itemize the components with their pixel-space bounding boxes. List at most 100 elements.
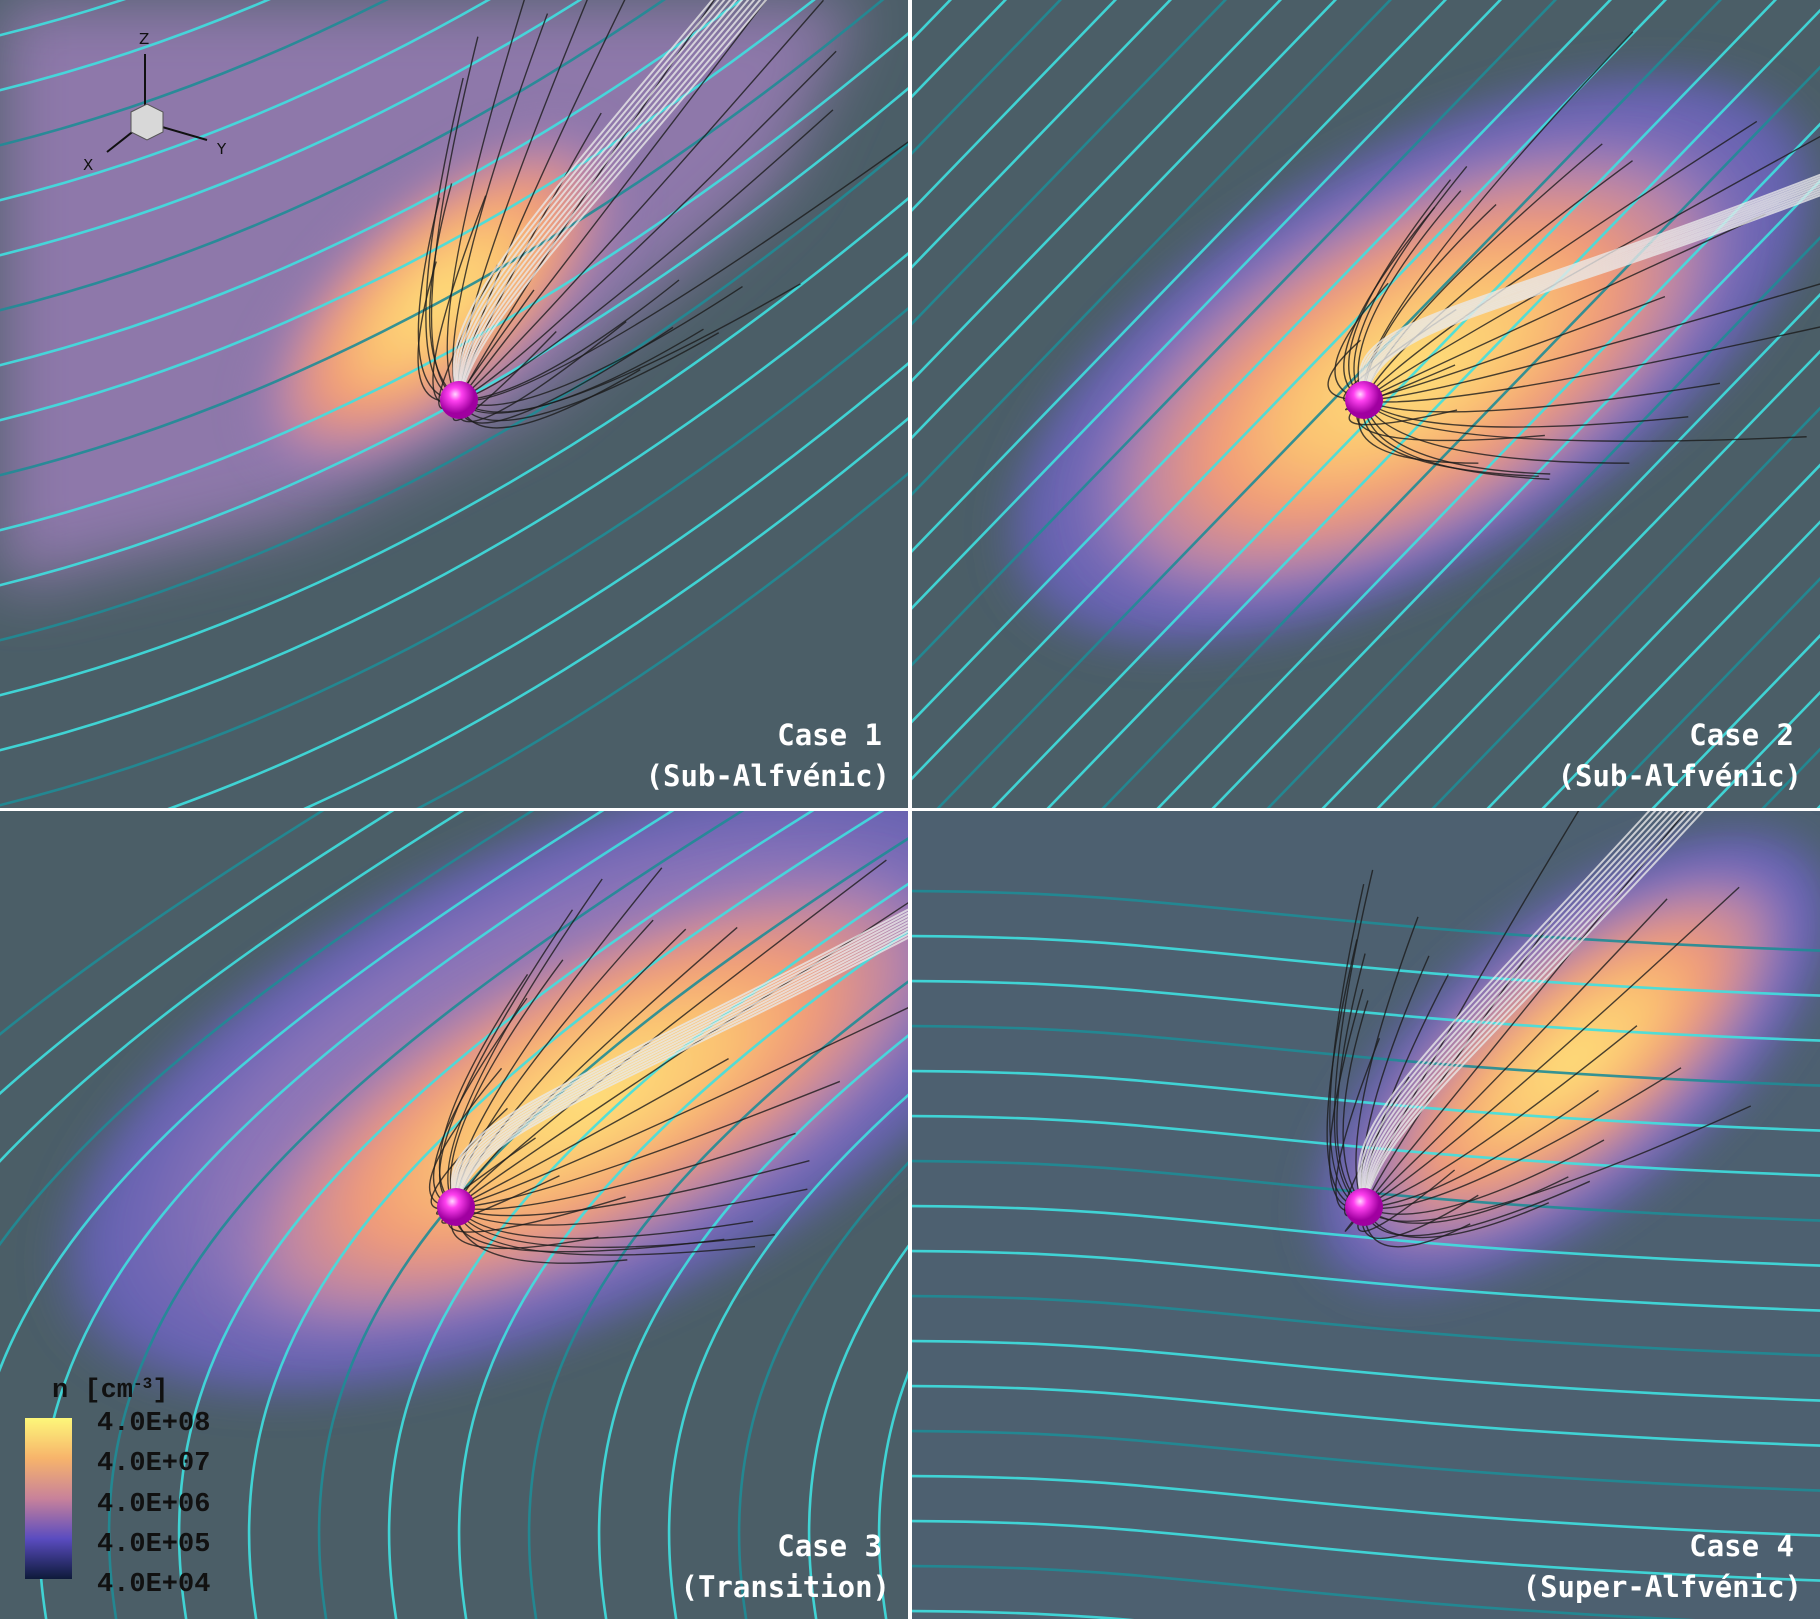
flux-tube bbox=[1360, 811, 1663, 1208]
streamline bbox=[912, 1204, 1820, 1267]
flux-tube bbox=[1363, 811, 1693, 1208]
streamline bbox=[387, 882, 908, 1619]
field-line bbox=[1363, 399, 1689, 428]
density-core bbox=[1346, 862, 1798, 1260]
field-line bbox=[1363, 1105, 1752, 1222]
streamline bbox=[912, 1519, 1820, 1582]
colorbar bbox=[25, 1418, 72, 1579]
field-line bbox=[455, 1080, 841, 1208]
triad-label: Y bbox=[216, 140, 227, 158]
planet bbox=[440, 381, 478, 419]
flux-tube bbox=[457, 0, 732, 401]
streamline bbox=[597, 1034, 908, 1619]
streamline bbox=[1541, 520, 1820, 808]
field-line bbox=[1363, 382, 1721, 413]
streamline bbox=[527, 980, 908, 1619]
streamline bbox=[0, 141, 908, 642]
flux-tube bbox=[458, 0, 744, 401]
streamline bbox=[912, 1069, 1820, 1132]
flux-tube bbox=[454, 921, 908, 1208]
planet bbox=[437, 1188, 475, 1226]
streamline bbox=[0, 0, 744, 367]
panel: Case 3 (Transition) bbox=[0, 811, 908, 1619]
streamline bbox=[912, 1384, 1820, 1447]
streamline bbox=[1376, 349, 1820, 808]
flux-tube bbox=[1363, 187, 1820, 401]
streamline bbox=[912, 1249, 1820, 1312]
flux-tube bbox=[454, 0, 720, 401]
colorbar-title: n [cm-3] bbox=[52, 1375, 168, 1406]
field-line bbox=[1363, 399, 1630, 464]
colorbar-label: 4.0E+05 bbox=[97, 1530, 210, 1560]
colorbar-label: 4.0E+08 bbox=[97, 1409, 210, 1439]
regime-label: (Transition) bbox=[680, 1570, 890, 1604]
streamline bbox=[991, 0, 1778, 808]
regime-label: (Sub-Alfvénic) bbox=[1558, 759, 1802, 793]
flux-tube bbox=[452, 911, 908, 1208]
flux-tube bbox=[1361, 178, 1820, 401]
field-line bbox=[446, 0, 525, 401]
streamline bbox=[912, 0, 1283, 383]
colorbar-label: 4.0E+06 bbox=[97, 1490, 210, 1520]
streamline bbox=[0, 811, 465, 1163]
streamline bbox=[912, 0, 1338, 440]
streamline bbox=[912, 0, 1613, 724]
field-line bbox=[458, 50, 837, 401]
field-line bbox=[458, 0, 824, 401]
field-line bbox=[458, 0, 768, 401]
streamline bbox=[912, 1474, 1820, 1537]
streamline bbox=[912, 0, 1668, 781]
streamline bbox=[912, 0, 1448, 553]
flux-tube bbox=[1363, 811, 1681, 1208]
field-line bbox=[1363, 886, 1740, 1208]
flux-tube bbox=[1362, 811, 1675, 1208]
flux-tube bbox=[452, 0, 714, 401]
streamline bbox=[0, 0, 583, 257]
streamline bbox=[1321, 292, 1820, 808]
streamline bbox=[1596, 577, 1820, 808]
streamline bbox=[807, 1244, 908, 1619]
streamline bbox=[0, 196, 908, 697]
streamline bbox=[912, 0, 1063, 156]
streamline bbox=[167, 361, 908, 808]
colorbar-title-exponent: -3 bbox=[133, 1375, 152, 1393]
flux-tube bbox=[1359, 811, 1657, 1208]
field-line bbox=[1363, 213, 1766, 401]
streamline bbox=[0, 251, 908, 752]
flux-tube bbox=[1361, 811, 1669, 1208]
field-line bbox=[1363, 898, 1668, 1208]
streamline bbox=[0, 0, 491, 202]
field-line bbox=[1363, 326, 1820, 403]
colorbar-title-text: n [cm bbox=[52, 1376, 133, 1406]
case-label: Case 1 bbox=[777, 718, 882, 752]
flux-tube bbox=[1363, 189, 1820, 401]
flux-tube bbox=[455, 924, 908, 1208]
field-line bbox=[455, 1007, 908, 1208]
field-line bbox=[1363, 811, 1687, 1208]
flux-tube bbox=[1363, 811, 1705, 1208]
streamline bbox=[877, 1370, 908, 1619]
field-line bbox=[455, 1058, 729, 1208]
streamline bbox=[303, 416, 908, 808]
streamline bbox=[912, 1159, 1820, 1222]
field-line bbox=[1363, 135, 1820, 401]
triad-cube bbox=[130, 103, 164, 141]
streamline bbox=[912, 979, 1820, 1042]
planet bbox=[1345, 1188, 1383, 1226]
streamline bbox=[667, 1093, 908, 1619]
streamline bbox=[1266, 236, 1820, 808]
flux-tube bbox=[1363, 811, 1687, 1208]
field-line bbox=[1363, 1089, 1599, 1208]
flux-tube bbox=[458, 0, 750, 401]
streamline bbox=[912, 0, 1558, 667]
field-line bbox=[458, 283, 801, 414]
streamline bbox=[0, 811, 535, 1247]
streamline bbox=[416, 471, 908, 808]
colorbar-label: 4.0E+07 bbox=[97, 1449, 210, 1479]
streamline bbox=[912, 0, 1228, 326]
flux-tube bbox=[1363, 192, 1820, 401]
field-line bbox=[1363, 283, 1820, 401]
